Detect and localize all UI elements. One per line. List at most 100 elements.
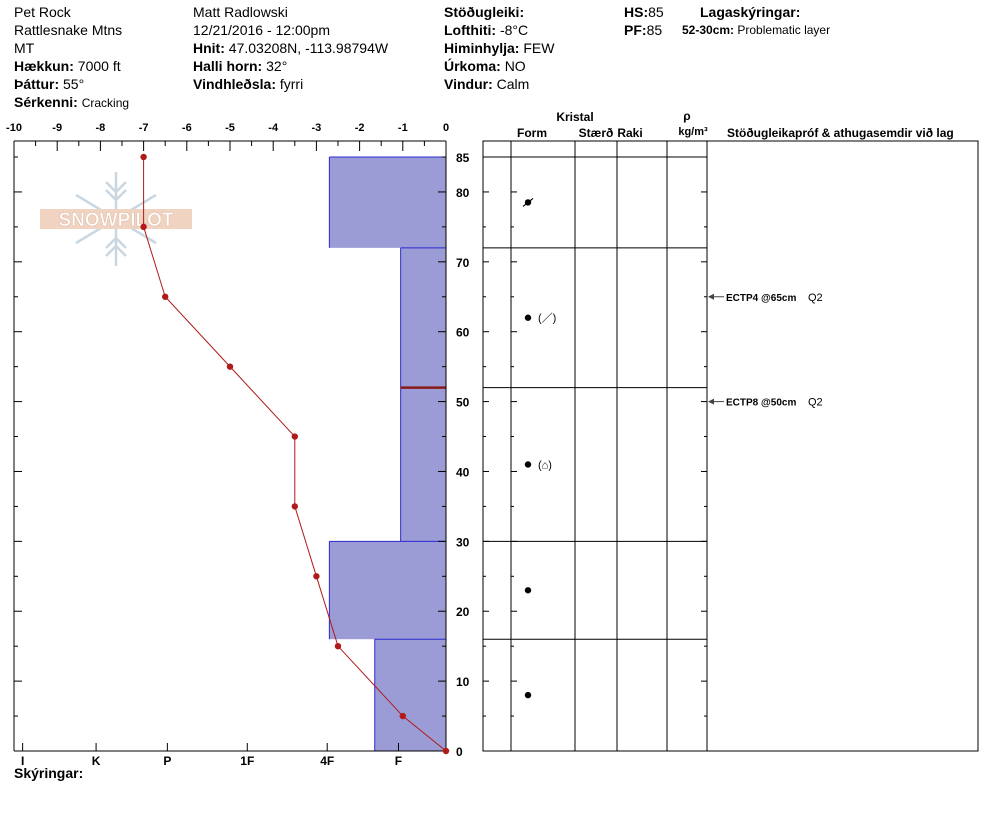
stability-label: Stöðugleiki: — [444, 4, 525, 20]
temperature-axes: -10 -9 -8 -7 -6 -5 -4 -3 -2 -1 0010203040506070808… — [6, 122, 470, 768]
layer-note-text: Problematic layer — [737, 23, 831, 37]
depth-tick-label: 85 — [456, 151, 470, 165]
depth-tick-label: 60 — [456, 326, 470, 340]
aspect-value: 55° — [63, 76, 85, 92]
temp-tick-label: -10 — [6, 122, 22, 134]
crystal-form-icon — [524, 314, 532, 321]
header-col2: Matt Radlowski 12/21/2016 - 12:00pm Hnit… — [193, 3, 388, 93]
temp-tick-label: -6 — [182, 122, 192, 134]
mountain-range: Rattlesnake Mtns — [14, 22, 123, 38]
hardness-bar — [400, 387, 446, 542]
aspect-label: Þáttur: — [14, 76, 60, 92]
crystal-form-secondary: (／) — [538, 312, 556, 325]
temp-point — [162, 293, 169, 300]
pf-value: 85 — [646, 22, 663, 38]
observer-name: Matt Radlowski — [193, 4, 288, 20]
hardness-label: I — [21, 754, 24, 768]
temp-point — [313, 573, 320, 580]
depth-tick-label: 0 — [456, 745, 463, 759]
test-arrow-head — [708, 293, 714, 300]
temp-tick-label: -5 — [225, 122, 235, 134]
temp-line — [143, 157, 447, 752]
crystal-form-secondary: (⌂) — [538, 459, 552, 471]
temp-tick-label: 0 — [443, 122, 449, 134]
hardness-bar — [329, 541, 446, 640]
hardness-label: 1F — [240, 754, 254, 768]
layer-notes-heading: Lagaskýringar: — [700, 3, 800, 21]
features-value: Cracking — [81, 96, 130, 110]
slope-label: Halli horn: — [193, 58, 263, 74]
logo-banner — [40, 209, 192, 229]
crystal-heading: Kristal — [556, 110, 593, 124]
precip-value: NO — [504, 58, 526, 74]
test-label: ECTP8 @50cm — [726, 398, 796, 409]
coords-label: Hnit: — [193, 40, 225, 56]
crystal-form-stroke — [522, 197, 534, 207]
crystal-form-icon — [524, 587, 532, 594]
form-heading: Form — [517, 126, 547, 140]
observation-datetime: 12/21/2016 - 12:00pm — [193, 22, 330, 38]
temp-point — [140, 153, 147, 161]
airtemp-label: Lofthiti: — [444, 22, 497, 38]
snowpilot-logo: SNOWPILOT — [40, 172, 192, 266]
airtemp-value: -8°C — [499, 22, 529, 38]
temp-point — [140, 223, 147, 231]
state: MT — [14, 40, 35, 56]
crystal-form-icon — [524, 461, 532, 468]
temp-tick-label: -1 — [398, 122, 408, 134]
wind-value: Calm — [496, 76, 530, 92]
sky-value: FEW — [523, 40, 555, 56]
hs-label: HS: — [624, 4, 649, 20]
test-label: ECTP4 @65cm — [726, 293, 796, 304]
notes-label: Skýringar: — [14, 765, 83, 781]
sky-label: Himinhylja: — [444, 40, 520, 56]
temp-point — [399, 712, 406, 720]
temp-point — [291, 503, 298, 510]
density-symbol: ρ — [683, 109, 690, 123]
hardness-label: K — [92, 754, 101, 768]
wind-loading-label: Vindhleðsla: — [193, 76, 276, 92]
temp-tick-label: -9 — [52, 122, 62, 134]
depth-tick-label: 80 — [456, 186, 470, 200]
elevation-label: Hækkun: — [14, 58, 74, 74]
temp-point — [334, 642, 342, 650]
temp-tick-label: -8 — [96, 122, 106, 134]
hardness-bar — [400, 247, 446, 388]
table-forms: (／) (⌂) — [522, 197, 556, 699]
depth-tick-label: 20 — [456, 605, 470, 619]
depth-tick-label: 70 — [456, 256, 470, 270]
layer-note-range: 52-30cm: — [682, 23, 735, 37]
depth-tick-label: 50 — [456, 396, 470, 410]
depth-tick-label: 10 — [456, 675, 470, 689]
layer-table — [482, 140, 979, 752]
header-col1: Pet Rock Rattlesnake Mtns MT Hækkun: 700… — [14, 3, 129, 112]
temperature-profile — [140, 153, 450, 755]
elevation-value: 7000 ft — [77, 58, 121, 74]
test-quality: Q2 — [808, 397, 823, 409]
hs-value: 85 — [648, 4, 664, 20]
temp-tick-label: -7 — [139, 122, 149, 134]
table-ticks — [483, 156, 707, 752]
hardness-bars — [328, 156, 446, 751]
logo-text: SNOWPILOT — [58, 210, 173, 231]
location-name: Pet Rock — [14, 4, 71, 20]
depth-tick-label: 30 — [456, 535, 470, 549]
precip-label: Úrkoma: — [444, 58, 501, 74]
hardness-bar — [374, 639, 446, 751]
features-label: Sérkenni: — [14, 94, 78, 110]
depth-tick-label: 40 — [456, 465, 470, 479]
table-tests: ECTP4 @65cm Q2 ECTP8 @50cm Q2 — [708, 292, 823, 409]
temp-tick-label: -3 — [312, 122, 322, 134]
layer-note: 52-30cm: Problematic layer — [682, 21, 830, 39]
temp-point — [442, 747, 450, 755]
header-col4: HS:85 PF:85 — [624, 3, 664, 39]
tests-heading: Stöðugleikapróf & athugasemdir við lag — [727, 126, 954, 140]
temp-tick-label: -4 — [268, 122, 279, 134]
temp-tick-label: -2 — [355, 122, 365, 134]
wind-loading-value: fyrri — [279, 76, 304, 92]
crystal-form-icon — [524, 691, 532, 699]
wind-label: Vindur: — [444, 76, 493, 92]
hardness-label: P — [163, 754, 171, 768]
temp-point — [291, 433, 298, 440]
